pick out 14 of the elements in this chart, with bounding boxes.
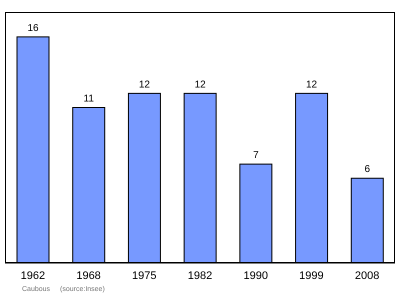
data-label: 12 [194, 79, 206, 90]
x-tick-label: 1975 [132, 270, 157, 282]
x-tick-label: 1968 [76, 270, 101, 282]
x-tick-label: 1999 [299, 270, 324, 282]
data-label: 12 [306, 79, 318, 90]
x-tick-label: 1990 [243, 270, 268, 282]
data-label: 16 [27, 22, 39, 34]
x-tick-label: 1962 [20, 270, 46, 282]
x-tick-label: 1982 [188, 270, 212, 282]
data-label: 12 [138, 79, 150, 90]
data-label: 6 [364, 164, 371, 176]
x-tick-label: 2008 [354, 270, 380, 282]
data-label: 7 [253, 150, 260, 162]
data-label: 11 [84, 94, 94, 105]
